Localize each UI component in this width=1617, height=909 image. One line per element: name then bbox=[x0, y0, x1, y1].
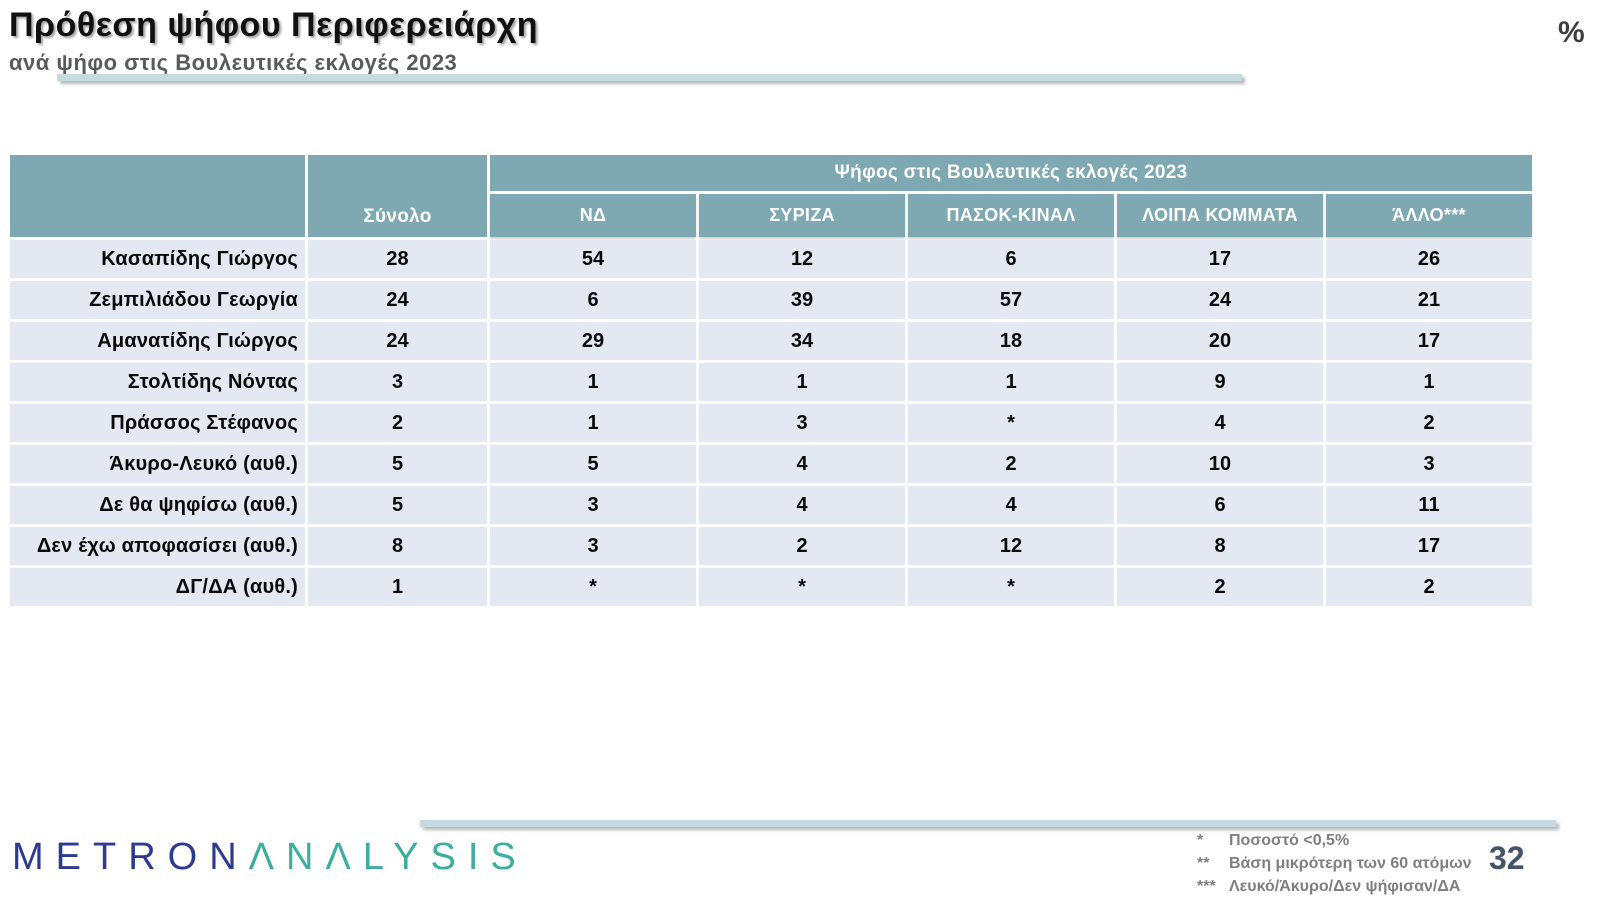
footnote-text: Βάση μικρότερη των 60 ατόμων bbox=[1229, 855, 1472, 872]
table-cell-value: 8 bbox=[1117, 527, 1323, 565]
table-cell-value: 1 bbox=[699, 363, 905, 401]
table-cell-value: 2 bbox=[308, 404, 487, 442]
row-label: Πράσσος Στέφανος bbox=[10, 404, 305, 442]
title-divider bbox=[57, 74, 1242, 81]
table-cell-value: 4 bbox=[908, 486, 1114, 524]
table-cell-value: * bbox=[490, 568, 696, 606]
vote-intention-table: Σύνολο Ψήφος στις Βουλευτικές εκλογές 20… bbox=[10, 155, 1532, 606]
footnote-marker: *** bbox=[1197, 878, 1216, 895]
table-cell-value: 34 bbox=[699, 322, 905, 360]
footnote-marker: * bbox=[1197, 832, 1204, 849]
table-cell-value: * bbox=[699, 568, 905, 606]
table-cell-value: 1 bbox=[308, 568, 487, 606]
page-subtitle: ανά ψήφο στις Βουλευτικές εκλογές 2023 bbox=[9, 50, 458, 75]
table-cell-value: 6 bbox=[1117, 486, 1323, 524]
row-label: Ζεμπιλιάδου Γεωργία bbox=[10, 281, 305, 319]
footnote-marker: ** bbox=[1197, 855, 1210, 872]
table-cell-value: 1 bbox=[1326, 363, 1532, 401]
table-cell-value: 3 bbox=[490, 486, 696, 524]
table-cell-value: 24 bbox=[1117, 281, 1323, 319]
table-cell-value: * bbox=[908, 404, 1114, 442]
table-cell-value: 54 bbox=[490, 240, 696, 278]
table-cell-value: 28 bbox=[308, 240, 487, 278]
page-number: 32 bbox=[1489, 840, 1525, 876]
column-group-header: Ψήφος στις Βουλευτικές εκλογές 2023 bbox=[490, 155, 1532, 191]
table-cell-value: 20 bbox=[1117, 322, 1323, 360]
table-cell-value: 21 bbox=[1326, 281, 1532, 319]
row-label: Αμανατίδης Γιώργος bbox=[10, 322, 305, 360]
column-header-party: ΆΛΛΟ*** bbox=[1326, 194, 1532, 237]
table-cell-value: 8 bbox=[308, 527, 487, 565]
table-cell-value: 1 bbox=[490, 404, 696, 442]
footnotes: * Ποσοστό <0,5% ** Βάση μικρότερη των 60 ατ… bbox=[1197, 829, 1472, 898]
table-cell-value: 39 bbox=[699, 281, 905, 319]
table-cell-value: 12 bbox=[699, 240, 905, 278]
table-cell-value: * bbox=[908, 568, 1114, 606]
table-cell-value: 3 bbox=[490, 527, 696, 565]
table-cell-value: 18 bbox=[908, 322, 1114, 360]
column-header-party: ΠΑΣΟΚ-ΚΙΝΑΛ bbox=[908, 194, 1114, 237]
row-label: Δε θα ψηφίσω (αυθ.) bbox=[10, 486, 305, 524]
table-cell-value: 17 bbox=[1326, 527, 1532, 565]
footnote-line: *** Λευκό/Άκυρο/Δεν ψήφισαν/ΔΑ bbox=[1197, 875, 1472, 898]
footnote-text: Ποσοστό <0,5% bbox=[1229, 832, 1350, 849]
table-cell-value: 2 bbox=[1326, 568, 1532, 606]
table-cell-value: 6 bbox=[908, 240, 1114, 278]
table-cell-value: 1 bbox=[908, 363, 1114, 401]
table-cell-value: 3 bbox=[699, 404, 905, 442]
percent-unit-label: % bbox=[1558, 16, 1585, 49]
table-cell-value: 12 bbox=[908, 527, 1114, 565]
table-cell-value: 4 bbox=[1117, 404, 1323, 442]
footnote-line: ** Βάση μικρότερη των 60 ατόμων bbox=[1197, 852, 1472, 875]
table-cell-value: 3 bbox=[1326, 445, 1532, 483]
logo-analysis: ΛNΛLYSIS bbox=[248, 836, 528, 878]
row-label: Άκυρο-Λευκό (αυθ.) bbox=[10, 445, 305, 483]
table-cell-value: 2 bbox=[908, 445, 1114, 483]
table-cell-value: 10 bbox=[1117, 445, 1323, 483]
table-cell-value: 57 bbox=[908, 281, 1114, 319]
column-header-total: Σύνολο bbox=[308, 155, 487, 237]
column-header-party: ΣΥΡΙΖΑ bbox=[699, 194, 905, 237]
page-title: Πρόθεση ψήφου Περιφερειάρχη bbox=[9, 6, 539, 44]
table-cell-value: 3 bbox=[308, 363, 487, 401]
table-cell-value: 2 bbox=[1326, 404, 1532, 442]
row-label: ΔΓ/ΔΑ (αυθ.) bbox=[10, 568, 305, 606]
row-label: Κασαπίδης Γιώργος bbox=[10, 240, 305, 278]
footnote-line: * Ποσοστό <0,5% bbox=[1197, 829, 1472, 852]
row-label: Δεν έχω αποφασίσει (αυθ.) bbox=[10, 527, 305, 565]
logo-metron: METRON bbox=[12, 836, 249, 878]
column-header-party: ΛΟΙΠΑ ΚΟΜΜΑΤΑ bbox=[1117, 194, 1323, 237]
column-header-party: ΝΔ bbox=[490, 194, 696, 237]
table-cell-value: 4 bbox=[699, 486, 905, 524]
table-cell-value: 24 bbox=[308, 322, 487, 360]
row-label: Στολτίδης Νόντας bbox=[10, 363, 305, 401]
table-cell-value: 11 bbox=[1326, 486, 1532, 524]
table-corner-cell bbox=[10, 155, 305, 237]
table-cell-value: 24 bbox=[308, 281, 487, 319]
table-cell-value: 4 bbox=[699, 445, 905, 483]
footer-divider bbox=[420, 820, 1556, 827]
table-cell-value: 17 bbox=[1326, 322, 1532, 360]
table-cell-value: 5 bbox=[490, 445, 696, 483]
metron-analysis-logo: METRONΛNΛLYSIS bbox=[12, 836, 528, 879]
table-cell-value: 9 bbox=[1117, 363, 1323, 401]
table-cell-value: 2 bbox=[1117, 568, 1323, 606]
table-cell-value: 6 bbox=[490, 281, 696, 319]
footnote-text: Λευκό/Άκυρο/Δεν ψήφισαν/ΔΑ bbox=[1229, 878, 1461, 895]
table-cell-value: 29 bbox=[490, 322, 696, 360]
table-cell-value: 26 bbox=[1326, 240, 1532, 278]
table-cell-value: 5 bbox=[308, 445, 487, 483]
table-cell-value: 2 bbox=[699, 527, 905, 565]
table-cell-value: 5 bbox=[308, 486, 487, 524]
table-cell-value: 1 bbox=[490, 363, 696, 401]
table-cell-value: 17 bbox=[1117, 240, 1323, 278]
